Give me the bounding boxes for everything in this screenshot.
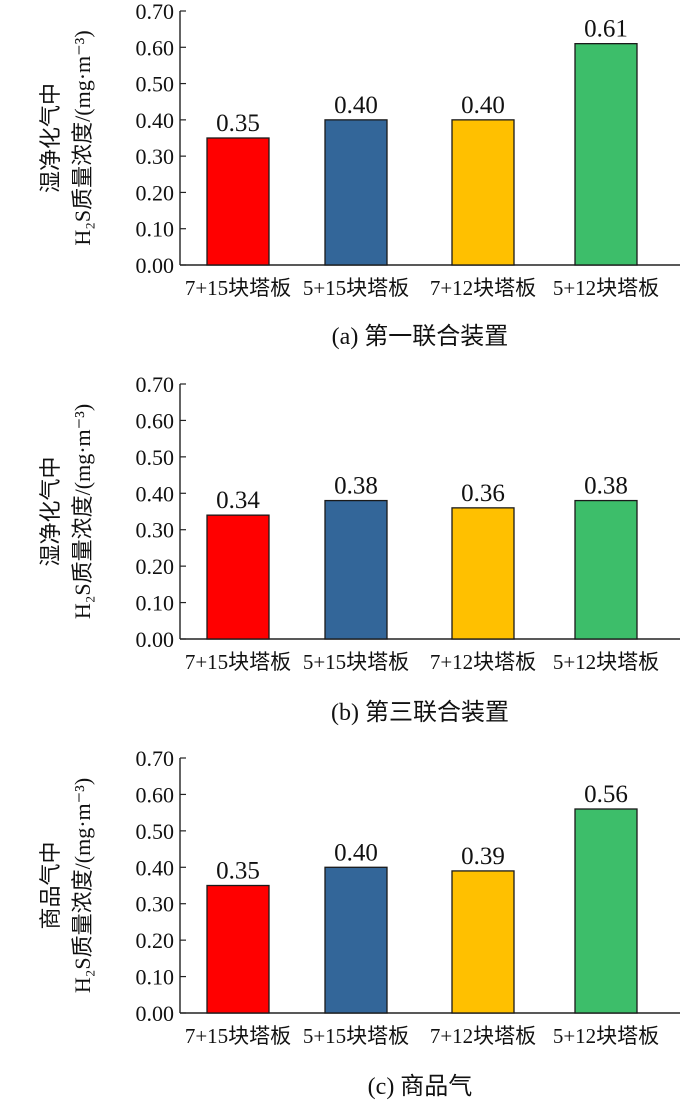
bar [324, 119, 388, 266]
data-label: 0.40 [334, 839, 378, 866]
y-tick-label: 0.60 [136, 782, 175, 807]
category-label: 7+15块塔板 [185, 1024, 291, 1048]
bar [574, 808, 638, 1014]
data-label: 0.35 [216, 858, 260, 885]
y-axis-label-line1: 湿净化气中 [38, 83, 63, 193]
y-tick-label: 0.00 [136, 253, 175, 278]
y-tick-label: 0.60 [136, 408, 175, 433]
data-label: 0.39 [461, 843, 505, 870]
category-label: 5+15块塔板 [303, 650, 409, 674]
y-tick-label: 0.50 [136, 819, 175, 844]
y-tick-label: 0.20 [136, 554, 175, 579]
y-tick-label: 0.60 [136, 35, 175, 60]
bar [206, 514, 270, 640]
bar [574, 499, 638, 640]
y-axis-label-line1: 商品气中 [38, 841, 63, 929]
category-label: 5+15块塔板 [303, 276, 409, 300]
bar [206, 137, 270, 266]
chart-panel-1: 0.00 0.10 0.20 0.30 0.40 0.50 0.60 0.70 0.35 7+15… [38, 0, 680, 350]
data-label: 0.38 [584, 473, 628, 500]
y-tick-label: 0.00 [136, 627, 175, 652]
data-label: 0.34 [216, 487, 260, 514]
category-label: 7+15块塔板 [185, 276, 291, 300]
y-axis-label-line2: H₂S质量浓度/(mg·m⁻³) [70, 778, 95, 993]
y-axis-label-line1: 湿净化气中 [38, 456, 63, 566]
data-label: 0.40 [461, 92, 505, 119]
y-tick-label: 0.30 [136, 144, 175, 169]
data-label: 0.38 [334, 473, 378, 500]
category-label: 5+12块塔板 [553, 650, 659, 674]
y-tick-label: 0.50 [136, 72, 175, 97]
y-tick-label: 0.70 [136, 0, 175, 24]
bar [206, 884, 270, 1014]
y-tick-label: 0.00 [136, 1001, 175, 1026]
panel-caption: (c) 商品气 [368, 1073, 473, 1100]
y-tick-label: 0.40 [136, 481, 175, 506]
category-label: 7+15块塔板 [185, 650, 291, 674]
y-tick-label: 0.50 [136, 445, 175, 470]
y-tick-label: 0.20 [136, 180, 175, 205]
category-label: 7+12块塔板 [430, 650, 536, 674]
y-tick-label: 0.40 [136, 855, 175, 880]
category-label: 7+12块塔板 [430, 276, 536, 300]
chart-panel-3: 0.00 0.10 0.20 0.30 0.40 0.50 0.60 0.70 0.35 7+15… [38, 746, 680, 1100]
panel-caption: (a) 第一联合装置 [332, 323, 509, 350]
y-tick-label: 0.70 [136, 372, 175, 397]
data-label: 0.36 [461, 480, 505, 507]
data-label: 0.61 [584, 16, 628, 43]
category-label: 5+12块塔板 [553, 1024, 659, 1048]
chart-panel-2: 0.00 0.10 0.20 0.30 0.40 0.50 0.60 0.70 0.34 7+15… [38, 372, 680, 726]
y-tick-label: 0.10 [136, 965, 175, 990]
category-label: 5+15块塔板 [303, 1024, 409, 1048]
y-axis-label-line2: H₂S质量浓度/(mg·m⁻³) [70, 404, 95, 619]
bar [574, 43, 638, 266]
y-tick-label: 0.10 [136, 217, 175, 242]
category-label: 7+12块塔板 [430, 1024, 536, 1048]
panel-caption: (b) 第三联合装置 [331, 699, 509, 726]
y-tick-label: 0.30 [136, 518, 175, 543]
y-tick-label: 0.20 [136, 928, 175, 953]
bar [451, 119, 515, 266]
data-label: 0.40 [334, 92, 378, 119]
category-label: 5+12块塔板 [553, 276, 659, 300]
data-label: 0.35 [216, 110, 260, 137]
data-label: 0.56 [584, 781, 628, 808]
y-tick-label: 0.10 [136, 591, 175, 616]
y-tick-label: 0.70 [136, 746, 175, 771]
y-axis-label-line2: H₂S质量浓度/(mg·m⁻³) [70, 30, 95, 245]
bar [451, 507, 515, 640]
y-tick-label: 0.40 [136, 108, 175, 133]
bar [324, 866, 388, 1014]
y-tick-label: 0.30 [136, 892, 175, 917]
bar [324, 499, 388, 640]
bar [451, 870, 515, 1014]
